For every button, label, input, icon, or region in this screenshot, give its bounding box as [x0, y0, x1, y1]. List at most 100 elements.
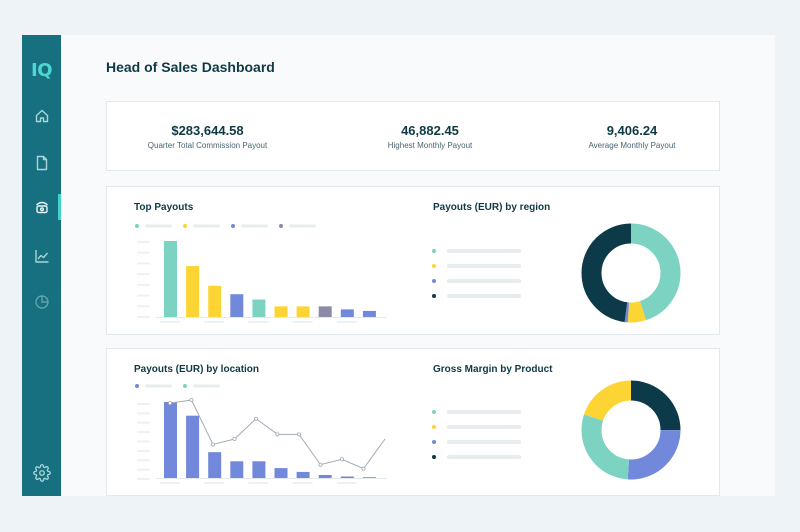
y-tick-placeholder	[137, 478, 150, 480]
region-chart-title: Payouts (EUR) by region	[433, 202, 551, 213]
page-title: Head of Sales Dashboard	[106, 59, 275, 75]
y-tick-placeholder	[137, 468, 150, 471]
legend-label-placeholder	[241, 224, 268, 228]
legend-label-placeholder	[447, 249, 521, 253]
y-tick-placeholder	[137, 459, 150, 462]
legend-dot	[432, 410, 436, 414]
sidebar-item-settings[interactable]	[22, 460, 61, 486]
bar	[296, 471, 310, 478]
bar	[274, 468, 288, 478]
sidebar-item-home[interactable]	[22, 103, 61, 129]
bottom-charts-canvas	[135, 380, 681, 484]
sidebar-item-reports[interactable]	[22, 289, 61, 315]
y-tick-placeholder	[137, 305, 150, 308]
line-point	[232, 437, 237, 442]
x-tick-label-placeholder	[248, 482, 269, 484]
location-chart-title: Payouts (EUR) by location	[134, 364, 260, 375]
legend-dot	[183, 384, 187, 388]
document-icon	[36, 155, 47, 171]
line-point	[296, 432, 301, 437]
top-payouts-title: Top Payouts	[134, 202, 194, 213]
donut-slice	[581, 380, 681, 480]
x-tick-label-placeholder	[336, 321, 357, 323]
x-tick-label-placeholder	[292, 482, 313, 484]
legend-dot	[432, 249, 436, 253]
y-tick-placeholder	[137, 449, 150, 452]
legend-label-placeholder	[447, 455, 521, 459]
y-tick-placeholder	[137, 251, 150, 254]
legend-label-placeholder	[447, 410, 521, 414]
x-tick-label-placeholder	[204, 482, 225, 484]
gear-icon	[32, 464, 51, 482]
bar	[340, 309, 354, 317]
sidebar-item-analytics[interactable]	[22, 243, 61, 269]
y-tick-placeholder	[137, 262, 150, 265]
legend-label-placeholder	[447, 440, 521, 444]
bar	[340, 476, 354, 478]
app-logo[interactable]: IQ	[31, 60, 53, 81]
bar	[252, 299, 266, 317]
y-tick-placeholder	[137, 440, 150, 443]
top-charts-canvas	[135, 223, 681, 323]
stat-value: 46,882.45	[401, 123, 459, 138]
x-tick-label-placeholder	[248, 321, 269, 323]
bar	[230, 461, 244, 478]
bar	[318, 474, 332, 478]
donut-slice	[581, 223, 681, 323]
x-tick-label-placeholder	[160, 482, 180, 484]
line-point	[275, 432, 280, 437]
bar	[208, 452, 222, 478]
legend-dot	[183, 224, 187, 228]
y-tick-placeholder	[137, 421, 150, 424]
legend-dot	[432, 279, 436, 283]
line-point	[361, 466, 366, 471]
line-point	[339, 457, 344, 462]
line-point	[318, 462, 323, 467]
stat-average-monthly: 9,406.24 Average Monthly Payout	[547, 123, 717, 150]
y-tick-placeholder	[137, 273, 150, 276]
stat-label: Highest Monthly Payout	[387, 141, 473, 150]
legend-label-placeholder	[145, 224, 172, 228]
top-charts-card: Top Payouts Payouts (EUR) by region	[106, 186, 720, 335]
sidebar-item-payouts[interactable]	[22, 194, 61, 220]
bar	[164, 241, 177, 317]
home-icon	[35, 109, 48, 123]
donut-slice	[581, 380, 681, 480]
y-tick-placeholder	[137, 316, 150, 318]
bar	[186, 415, 200, 478]
legend-dot	[279, 224, 283, 228]
legend-label-placeholder	[289, 224, 316, 228]
legend-label-placeholder	[193, 384, 220, 388]
legend-label-placeholder	[447, 279, 521, 283]
stat-label: Quarter Total Commission Payout	[147, 141, 268, 150]
donut-slice	[581, 380, 681, 480]
active-nav-indicator	[58, 194, 61, 220]
x-tick-label-placeholder	[160, 321, 180, 323]
stat-highest-monthly: 46,882.45 Highest Monthly Payout	[340, 123, 520, 150]
dashboard-frame: IQ	[22, 35, 775, 496]
legend-dot	[135, 224, 139, 228]
payout-icon	[35, 201, 48, 214]
stats-card: $283,644.58 Quarter Total Commission Pay…	[106, 101, 720, 171]
legend-label-placeholder	[447, 294, 521, 298]
bar	[362, 310, 376, 317]
y-tick-placeholder	[137, 283, 150, 286]
stat-label: Average Monthly Payout	[588, 141, 676, 150]
legend-dot	[432, 455, 436, 459]
legend-label-placeholder	[145, 384, 172, 388]
legend-dot	[432, 264, 436, 268]
legend-label-placeholder	[447, 264, 521, 268]
legend-dot	[135, 384, 139, 388]
sidebar-item-documents[interactable]	[22, 150, 61, 176]
bar	[230, 294, 244, 317]
bar	[208, 285, 222, 317]
legend-dot	[432, 294, 436, 298]
bar	[164, 402, 177, 478]
y-tick-placeholder	[137, 241, 150, 243]
line-point	[211, 442, 216, 447]
bar	[274, 306, 288, 317]
legend-dot	[231, 224, 235, 228]
bar	[318, 306, 332, 317]
x-tick-label-placeholder	[204, 321, 225, 323]
legend-label-placeholder	[447, 425, 521, 429]
